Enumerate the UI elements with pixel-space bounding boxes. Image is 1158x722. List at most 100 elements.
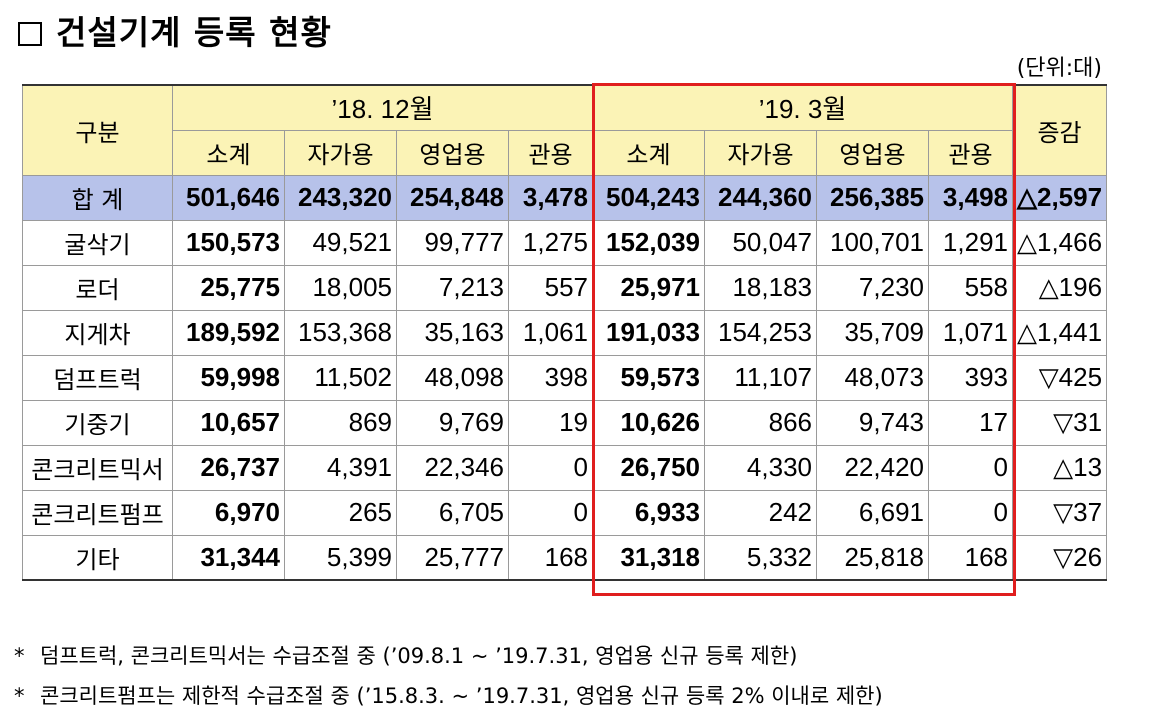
registration-table: 구분 ’18. 12월 ’19. 3월 증감 소계 자가용 영업용 관용 소계 … — [22, 84, 1108, 581]
subheader-cell: 관용 — [508, 129, 593, 176]
header-change: 증감 — [1011, 84, 1108, 176]
table-row: 덤프트럭 59,998 11,502 48,098 398 59,573 11,107 48,… — [22, 354, 1108, 401]
table-row: 로더 25,775 18,005 7,213 557 25,971 18,183 7,230 5… — [22, 264, 1108, 311]
change-cell: △2,597 — [1011, 174, 1108, 221]
value-cell: 0 — [508, 444, 593, 491]
value-cell: 59,573 — [592, 354, 705, 401]
value-cell: 153,368 — [284, 309, 397, 356]
row-label: 지게차 — [22, 309, 173, 356]
value-cell: 393 — [928, 354, 1013, 401]
value-cell: 398 — [508, 354, 593, 401]
value-cell: 242 — [704, 489, 817, 536]
subheader-cell: 영업용 — [396, 129, 509, 176]
value-cell: 49,521 — [284, 219, 397, 266]
row-label: 합 계 — [22, 174, 173, 221]
value-cell: 1,061 — [508, 309, 593, 356]
subheader-cell: 자가용 — [704, 129, 817, 176]
value-cell: 6,691 — [816, 489, 929, 536]
value-cell: 25,777 — [396, 534, 509, 581]
value-cell: 19 — [508, 399, 593, 446]
row-label: 콘크리트믹서 — [22, 444, 173, 491]
table-row: 콘크리트펌프 6,970 265 6,705 0 6,933 242 6,691 0 ▽37 — [22, 489, 1108, 536]
value-cell: 10,657 — [172, 399, 285, 446]
value-cell: 25,775 — [172, 264, 285, 311]
value-cell: 11,502 — [284, 354, 397, 401]
value-cell: 35,163 — [396, 309, 509, 356]
footnote: * 콘크리트펌프는 제한적 수급조절 중 (’15.8.3. ~ ’19.7.31… — [14, 676, 883, 716]
row-label: 굴삭기 — [22, 219, 173, 266]
value-cell: 50,047 — [704, 219, 817, 266]
page-title: 건설기계 등록 현황 — [18, 6, 332, 54]
value-cell: 1,071 — [928, 309, 1013, 356]
header-period-2018-12: ’18. 12월 — [172, 84, 593, 131]
value-cell: 254,848 — [396, 174, 509, 221]
subheader-cell: 영업용 — [816, 129, 929, 176]
value-cell: 3,498 — [928, 174, 1013, 221]
value-cell: 6,970 — [172, 489, 285, 536]
value-cell: 265 — [284, 489, 397, 536]
value-cell: 22,346 — [396, 444, 509, 491]
change-cell: △1,441 — [1011, 309, 1108, 356]
value-cell: 5,332 — [704, 534, 817, 581]
value-cell: 168 — [928, 534, 1013, 581]
value-cell: 7,230 — [816, 264, 929, 311]
asterisk-icon: * — [14, 644, 25, 668]
change-cell: △1,466 — [1011, 219, 1108, 266]
checkbox-square-icon — [18, 22, 42, 46]
value-cell: 501,646 — [172, 174, 285, 221]
table-row: 굴삭기 150,573 49,521 99,777 1,275 152,039 50,047… — [22, 219, 1108, 266]
value-cell: 4,391 — [284, 444, 397, 491]
table-row: 기중기 10,657 869 9,769 19 10,626 866 9,743 17 ▽31 — [22, 399, 1108, 446]
value-cell: 25,818 — [816, 534, 929, 581]
change-cell: ▽26 — [1011, 534, 1108, 581]
header-period-2019-03: ’19. 3월 — [592, 84, 1013, 131]
value-cell: 18,005 — [284, 264, 397, 311]
value-cell: 25,971 — [592, 264, 705, 311]
value-cell: 0 — [508, 489, 593, 536]
subheader-cell: 소계 — [172, 129, 285, 176]
value-cell: 99,777 — [396, 219, 509, 266]
value-cell: 9,769 — [396, 399, 509, 446]
value-cell: 5,399 — [284, 534, 397, 581]
value-cell: 10,626 — [592, 399, 705, 446]
value-cell: 150,573 — [172, 219, 285, 266]
value-cell: 3,478 — [508, 174, 593, 221]
value-cell: 557 — [508, 264, 593, 311]
value-cell: 7,213 — [396, 264, 509, 311]
table-row: 기타 31,344 5,399 25,777 168 31,318 5,332 25,818 1… — [22, 534, 1108, 581]
value-cell: 59,998 — [172, 354, 285, 401]
total-row: 합 계 501,646 243,320 254,848 3,478 504,243 244,… — [22, 174, 1108, 221]
title-text: 건설기계 등록 현황 — [56, 13, 332, 52]
value-cell: 6,705 — [396, 489, 509, 536]
value-cell: 100,701 — [816, 219, 929, 266]
change-cell: △196 — [1011, 264, 1108, 311]
asterisk-icon: * — [14, 684, 25, 708]
value-cell: 243,320 — [284, 174, 397, 221]
table-row: 지게차 189,592 153,368 35,163 1,061 191,033 154,2… — [22, 309, 1108, 356]
value-cell: 48,073 — [816, 354, 929, 401]
value-cell: 244,360 — [704, 174, 817, 221]
footnote: * 덤프트럭, 콘크리트믹서는 수급조절 중 (’09.8.1 ~ ’19.7.3… — [14, 636, 883, 676]
subheader-cell: 소계 — [592, 129, 705, 176]
row-label: 콘크리트펌프 — [22, 489, 173, 536]
row-label: 기중기 — [22, 399, 173, 446]
value-cell: 1,291 — [928, 219, 1013, 266]
value-cell: 18,183 — [704, 264, 817, 311]
footnote-text: 덤프트럭, 콘크리트믹서는 수급조절 중 (’09.8.1 ~ ’19.7.31… — [40, 644, 798, 668]
footnotes: * 덤프트럭, 콘크리트믹서는 수급조절 중 (’09.8.1 ~ ’19.7.3… — [14, 636, 883, 716]
value-cell: 11,107 — [704, 354, 817, 401]
value-cell: 0 — [928, 489, 1013, 536]
unit-label: (단위:대) — [1016, 56, 1102, 81]
value-cell: 866 — [704, 399, 817, 446]
value-cell: 1,275 — [508, 219, 593, 266]
value-cell: 31,344 — [172, 534, 285, 581]
value-cell: 256,385 — [816, 174, 929, 221]
value-cell: 35,709 — [816, 309, 929, 356]
row-label: 덤프트럭 — [22, 354, 173, 401]
value-cell: 26,737 — [172, 444, 285, 491]
value-cell: 869 — [284, 399, 397, 446]
change-cell: △13 — [1011, 444, 1108, 491]
value-cell: 0 — [928, 444, 1013, 491]
value-cell: 558 — [928, 264, 1013, 311]
change-cell: ▽31 — [1011, 399, 1108, 446]
